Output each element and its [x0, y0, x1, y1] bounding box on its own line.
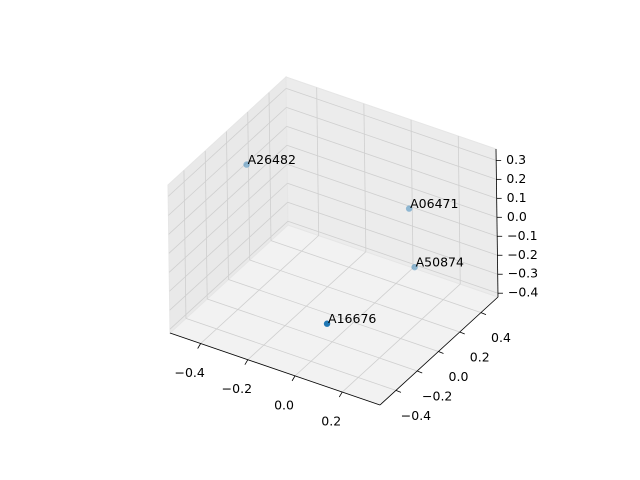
grid-line	[287, 163, 498, 237]
grid-line	[268, 92, 272, 241]
point	[323, 320, 331, 327]
grid-line	[169, 182, 288, 292]
y-axis	[379, 296, 499, 406]
grid-line	[183, 170, 187, 319]
x-tick-label: −0.2	[222, 381, 252, 396]
tick-mark	[197, 343, 202, 349]
z-tick-label: −0.3	[508, 266, 538, 281]
point-label: A26482	[248, 152, 296, 167]
tick-mark	[480, 312, 487, 315]
grid-line	[169, 201, 288, 311]
grid-line	[226, 131, 229, 280]
tick-mark	[338, 391, 343, 398]
x-axis	[169, 332, 381, 406]
grid-line	[287, 201, 498, 275]
grid-line	[286, 125, 497, 199]
grid-line	[294, 267, 414, 377]
grid-line	[249, 259, 460, 333]
z-tick-label: −0.1	[507, 228, 537, 243]
grid-line	[286, 106, 497, 180]
grid-line	[204, 150, 208, 299]
point	[243, 161, 250, 168]
point-label: A06471	[410, 196, 458, 211]
grid-line	[286, 88, 497, 161]
x-tick-label: 0.0	[274, 397, 294, 412]
grid-line	[247, 112, 251, 261]
grid-line	[168, 163, 288, 273]
grid-line	[341, 283, 461, 393]
tick-mark	[291, 375, 296, 382]
y-tick-label: 0.0	[449, 369, 469, 384]
grid-line	[270, 240, 482, 313]
point-label: A16676	[328, 311, 376, 326]
z-tick-label: −0.2	[507, 247, 537, 262]
grid-line	[247, 251, 367, 360]
grid-line	[287, 182, 498, 256]
grid-line	[169, 220, 289, 330]
grid-line	[287, 220, 499, 294]
grid-line	[168, 126, 287, 235]
tick-mark	[417, 370, 423, 374]
y-tick-label: −0.2	[422, 388, 452, 403]
grid-line	[410, 119, 414, 268]
tick-mark	[438, 351, 444, 354]
grid-line	[457, 136, 461, 285]
point	[405, 205, 413, 212]
grid-line	[228, 279, 439, 352]
y-tick-label: −0.4	[401, 408, 431, 423]
grid-line	[316, 87, 320, 236]
grid-line	[286, 144, 498, 218]
grid-line	[168, 107, 287, 216]
x-tick-label: 0.2	[321, 414, 341, 429]
grid-line	[207, 298, 418, 372]
grid-line	[167, 88, 287, 197]
tick-mark	[459, 331, 465, 335]
grid-line	[168, 145, 288, 254]
point	[411, 263, 418, 271]
x-tick-label: −0.4	[174, 365, 204, 380]
y-tick-label: 0.2	[470, 350, 490, 365]
grid-line	[200, 235, 319, 344]
z-tick-label: −0.4	[508, 285, 538, 300]
grid-line	[185, 318, 397, 391]
point-label: A50874	[416, 255, 464, 270]
z-tick-label: 0.0	[507, 209, 527, 224]
tick-mark	[395, 390, 402, 393]
z-tick-label: 0.3	[506, 152, 526, 167]
z-tick-label: 0.2	[506, 171, 526, 186]
grid-line	[363, 103, 367, 252]
y-tick-label: 0.4	[491, 330, 511, 345]
z-axis	[495, 148, 499, 298]
z-tick-label: 0.1	[507, 190, 527, 205]
tick-mark	[244, 359, 249, 365]
